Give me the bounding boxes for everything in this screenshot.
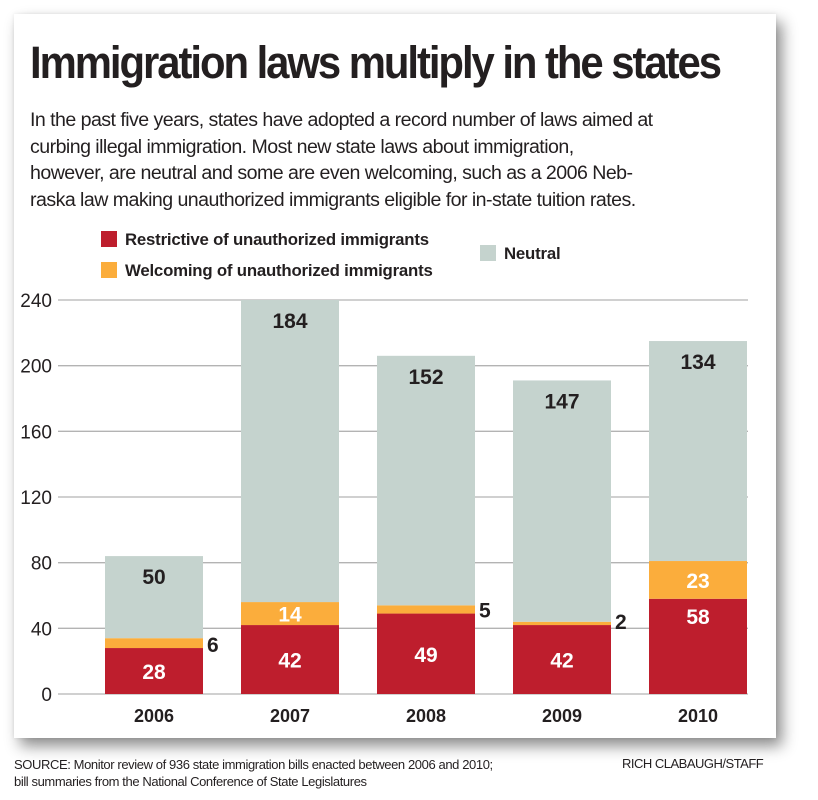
intro-line: however, are neutral and some are even w… — [30, 162, 633, 184]
data-label-neutral: 147 — [544, 390, 579, 413]
x-tick-label: 2010 — [678, 706, 718, 726]
legend-swatch-welcoming — [101, 262, 117, 278]
y-tick-label: 80 — [31, 554, 52, 575]
data-label-neutral: 134 — [680, 351, 715, 374]
x-tick-label: 2006 — [134, 706, 174, 726]
bar-segment-restrictive — [105, 648, 203, 694]
bar-segment-welcoming — [513, 621, 611, 626]
source-line: bill summaries from the National Confere… — [14, 774, 367, 789]
data-label-welcoming: 14 — [278, 604, 302, 627]
axis-labels: 0 40 80 120 160 200 240 2006 2007 2008 2009 2010 — [20, 291, 718, 726]
data-label-neutral: 152 — [408, 366, 443, 389]
data-label-restrictive: 42 — [550, 650, 573, 673]
data-label-welcoming: 6 — [207, 634, 219, 657]
bars — [105, 300, 747, 694]
chart-title: Immigration laws multiply in the states — [30, 37, 722, 88]
data-label-restrictive: 49 — [414, 644, 437, 667]
x-tick-label: 2009 — [542, 706, 582, 726]
data-label-welcoming: 23 — [686, 570, 709, 593]
bar-segment-neutral — [241, 300, 339, 603]
legend-swatch-restrictive — [101, 231, 117, 247]
bar-segment-neutral — [513, 380, 611, 622]
y-tick-label: 0 — [41, 685, 52, 706]
legend-swatch-neutral — [480, 245, 496, 261]
bar-segment-restrictive — [377, 613, 475, 694]
intro-line: In the past five years, states have adop… — [30, 109, 653, 131]
legend-item-restrictive: Restrictive of unauthorized immigrants — [101, 230, 429, 250]
intro-text: In the past five years, states have adop… — [30, 107, 790, 213]
y-tick-label: 240 — [20, 291, 52, 312]
bar-segment-restrictive — [241, 625, 339, 694]
legend-item-welcoming: Welcoming of unauthorized immigrants — [101, 261, 433, 281]
data-label-welcoming: 5 — [479, 600, 491, 623]
legend-item-neutral: Neutral — [480, 244, 561, 264]
y-tick-label: 200 — [20, 357, 52, 378]
bar-segment-restrictive — [513, 625, 611, 694]
bar-segment-neutral — [649, 341, 747, 562]
data-labels: 28 6 50 42 14 184 49 5 152 42 2 147 58 23 134 — [142, 310, 716, 684]
bar-segment-welcoming — [241, 602, 339, 626]
intro-line: curbing illegal immigration. Most new st… — [30, 135, 574, 158]
y-tick-label: 120 — [20, 488, 52, 509]
bar-segment-welcoming — [105, 638, 203, 649]
source-note: SOURCE: Monitor review of 936 state immi… — [14, 756, 493, 790]
source-line: SOURCE: Monitor review of 936 state immi… — [14, 757, 493, 772]
data-label-restrictive: 28 — [142, 661, 166, 684]
data-label-welcoming: 2 — [615, 611, 627, 634]
x-tick-label: 2008 — [406, 706, 446, 726]
data-label-restrictive: 58 — [686, 606, 710, 629]
bar-segment-welcoming — [377, 605, 475, 614]
legend-label: Welcoming of unauthorized immigrants — [125, 261, 433, 280]
stacked-bar-chart: 28 6 50 42 14 184 49 5 152 42 2 147 58 23 134 0 40 80 120… — [20, 291, 748, 726]
intro-line: raska law making unauthorized immigrants… — [30, 188, 636, 211]
x-tick-label: 2007 — [270, 706, 310, 726]
credit: RICH CLABAUGH/STAFF — [622, 756, 764, 771]
legend-label: Neutral — [504, 244, 561, 263]
bar-segment-welcoming — [649, 561, 747, 599]
bar-segment-neutral — [377, 355, 475, 606]
data-label-neutral: 184 — [272, 310, 307, 333]
bar-segment-restrictive — [649, 598, 747, 694]
data-label-restrictive: 42 — [278, 650, 301, 673]
data-label-neutral: 50 — [142, 566, 165, 589]
y-tick-label: 160 — [20, 422, 52, 443]
y-tick-label: 40 — [31, 619, 52, 640]
bar-segment-neutral — [105, 556, 203, 639]
legend-label: Restrictive of unauthorized immigrants — [125, 230, 429, 249]
